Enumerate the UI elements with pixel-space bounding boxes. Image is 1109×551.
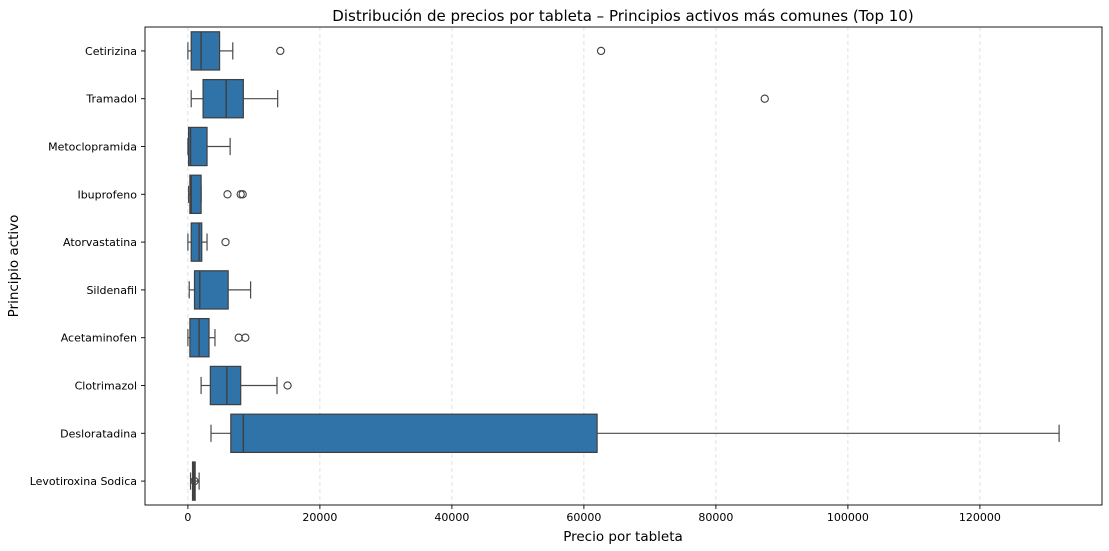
x-tick-label: 40000 [434, 511, 469, 524]
y-tick-label: Cetirizina [85, 45, 137, 58]
y-tick-label: Sildenafil [86, 284, 137, 297]
box-group [187, 174, 247, 215]
outlier-point [596, 46, 606, 56]
boxes [187, 31, 1060, 501]
y-tick-label: Clotrimazol [75, 380, 137, 393]
box-group [187, 126, 231, 167]
iqr-box [202, 78, 244, 119]
x-tick-label: 120000 [959, 511, 1001, 524]
iqr-box [230, 413, 598, 454]
box-group [187, 222, 230, 262]
outlier-point [241, 333, 250, 342]
x-tick-label: 0 [184, 511, 191, 524]
outlier-point [276, 46, 285, 56]
x-tick-label: 80000 [698, 511, 733, 524]
iqr-box [190, 31, 221, 71]
outlier-point [283, 381, 292, 390]
x-axis-ticks: 0 20000 40000 60000 80000 100000 120000 [184, 505, 1001, 524]
chart-title: Distribución de precios por tableta – Pr… [332, 7, 913, 25]
plot-frame [144, 26, 1103, 506]
outlier-point [238, 190, 247, 199]
y-tick-label: Acetaminofen [61, 332, 137, 345]
y-tick-label: Levotiroxina Sodica [30, 475, 137, 488]
y-axis-ticks: Cetirizina Tramadol Metoclopramida Ibuprofe… [30, 45, 145, 488]
iqr-box [209, 365, 242, 406]
outlier-point [223, 190, 232, 199]
box-group [190, 78, 769, 119]
y-tick-label: Ibuprofeno [77, 188, 137, 201]
box-group [189, 461, 200, 501]
y-tick-label: Tramadol [85, 93, 137, 106]
iqr-box [190, 222, 203, 262]
box-group [187, 31, 606, 71]
y-tick-label: Atorvastatina [63, 236, 137, 249]
outlier-point [221, 237, 230, 247]
y-axis-label: Principio activo [6, 215, 22, 318]
box-group [200, 365, 292, 406]
box-group [188, 270, 252, 310]
iqr-box [189, 174, 202, 215]
x-axis-label: Precio por tableta [563, 529, 683, 545]
outlier-point [760, 94, 769, 103]
box-group [210, 413, 1060, 454]
x-tick-label: 100000 [827, 511, 869, 524]
x-tick-label: 20000 [302, 511, 337, 524]
gridlines [187, 27, 981, 505]
iqr-box [187, 126, 208, 167]
outlier-point [190, 476, 199, 486]
y-tick-label: Metoclopramida [48, 141, 137, 154]
outlier-point [234, 333, 243, 342]
box-group [187, 317, 250, 358]
y-tick-label: Desloratadina [60, 427, 137, 440]
x-tick-label: 60000 [566, 511, 601, 524]
